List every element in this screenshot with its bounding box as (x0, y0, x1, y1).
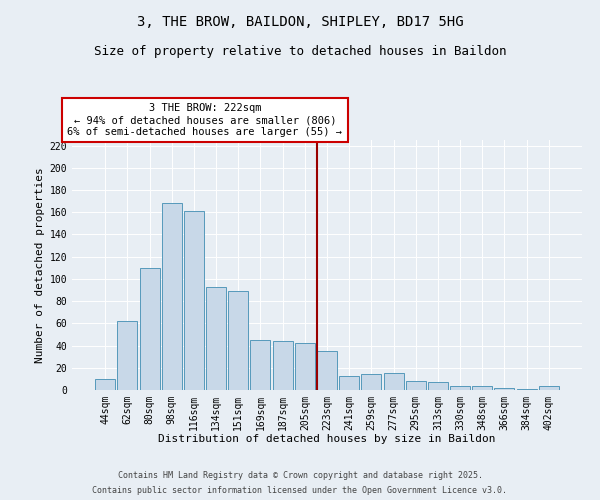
Text: Size of property relative to detached houses in Baildon: Size of property relative to detached ho… (94, 45, 506, 58)
Bar (118, 321, 137, 390)
Text: 3, THE BROW, BAILDON, SHIPLEY, BD17 5HG: 3, THE BROW, BAILDON, SHIPLEY, BD17 5HG (137, 15, 463, 29)
Bar (406, 381, 426, 390)
Bar (206, 286, 226, 390)
Bar (383, 374, 404, 390)
Text: Contains HM Land Registry data © Crown copyright and database right 2025.: Contains HM Land Registry data © Crown c… (118, 471, 482, 480)
Bar (140, 268, 160, 390)
Text: Contains public sector information licensed under the Open Government Licence v3: Contains public sector information licen… (92, 486, 508, 495)
Bar (162, 204, 182, 390)
Bar (450, 386, 470, 390)
Bar (494, 388, 514, 390)
Bar (339, 376, 359, 390)
Bar (295, 344, 315, 390)
Bar (250, 340, 271, 390)
Bar (517, 389, 536, 390)
Bar (472, 386, 492, 390)
Bar (272, 341, 293, 390)
Bar (95, 379, 115, 390)
Bar (539, 386, 559, 390)
Y-axis label: Number of detached properties: Number of detached properties (35, 167, 46, 363)
Bar (184, 211, 204, 390)
X-axis label: Distribution of detached houses by size in Baildon: Distribution of detached houses by size … (158, 434, 496, 444)
Bar (361, 374, 382, 390)
Bar (317, 351, 337, 390)
Bar (428, 382, 448, 390)
Bar (228, 291, 248, 390)
Text: 3 THE BROW: 222sqm
← 94% of detached houses are smaller (806)
6% of semi-detache: 3 THE BROW: 222sqm ← 94% of detached hou… (67, 104, 343, 136)
